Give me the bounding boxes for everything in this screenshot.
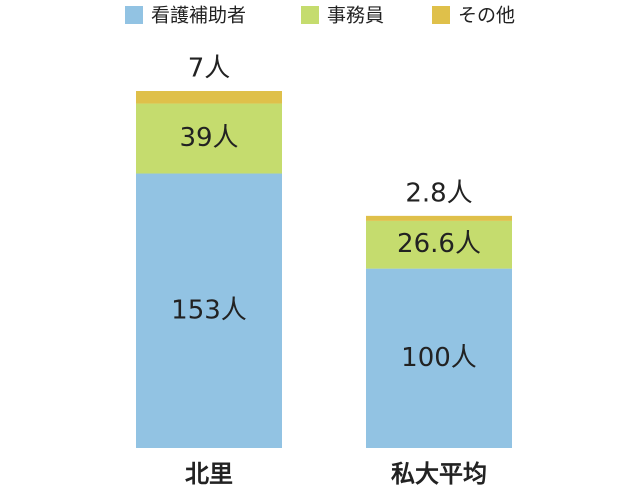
legend-label: 事務員: [327, 5, 384, 27]
value-label: 100人: [401, 343, 477, 373]
value-label: 153人: [171, 295, 247, 325]
legend-swatch: [125, 6, 143, 24]
value-label: 39人: [179, 123, 238, 153]
legend-swatch: [301, 6, 319, 24]
legend-label: その他: [458, 5, 515, 27]
value-label: 26.6人: [397, 229, 481, 259]
x-tick-label: 私大平均: [391, 460, 487, 488]
bar-segment: [136, 173, 282, 448]
legend-swatch: [432, 6, 450, 24]
value-label: 2.8人: [405, 178, 472, 208]
legend-label: 看護補助者: [151, 5, 246, 27]
value-label: 7人: [188, 54, 231, 84]
bar-segment: [136, 103, 282, 174]
x-tick-label: 北里: [185, 460, 233, 488]
bar-segment: [136, 91, 282, 104]
bar-segment: [366, 268, 512, 448]
bar-segment: [366, 220, 512, 269]
bar-segment: [366, 215, 512, 221]
